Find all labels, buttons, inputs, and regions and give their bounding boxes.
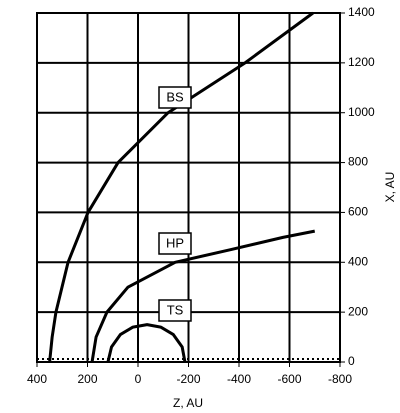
label-box xyxy=(158,232,192,255)
x-tick-label: -800 xyxy=(328,372,352,386)
curve xyxy=(90,229,316,363)
y-tick-label: 1200 xyxy=(348,55,375,69)
plot-frame xyxy=(36,12,341,363)
curve-label: BS xyxy=(166,89,184,104)
y-tick-label: 800 xyxy=(348,155,368,169)
y-tick-label: 200 xyxy=(348,304,368,318)
x-tick-label: 200 xyxy=(77,372,97,386)
x-axis-title: Z, AU xyxy=(173,396,203,410)
x-tick-label: -200 xyxy=(176,372,200,386)
curve-label: TS xyxy=(167,302,184,317)
x-tick-label: 400 xyxy=(27,372,47,386)
y-tick-label: 1400 xyxy=(348,5,375,19)
y-tick-label: 1000 xyxy=(348,105,375,119)
label-box xyxy=(158,299,192,322)
curve-label: HP xyxy=(166,235,184,250)
y-tick-label: 600 xyxy=(348,205,368,219)
y-tick-label: 0 xyxy=(348,354,355,368)
curve xyxy=(48,11,314,363)
curve xyxy=(106,323,187,363)
label-box xyxy=(158,86,192,109)
x-tick-label: -600 xyxy=(277,372,301,386)
x-tick-label: -400 xyxy=(227,372,251,386)
x-tick-label: 0 xyxy=(135,372,142,386)
y-axis-title: X, AU xyxy=(383,172,397,203)
y-tick-label: 400 xyxy=(348,254,368,268)
